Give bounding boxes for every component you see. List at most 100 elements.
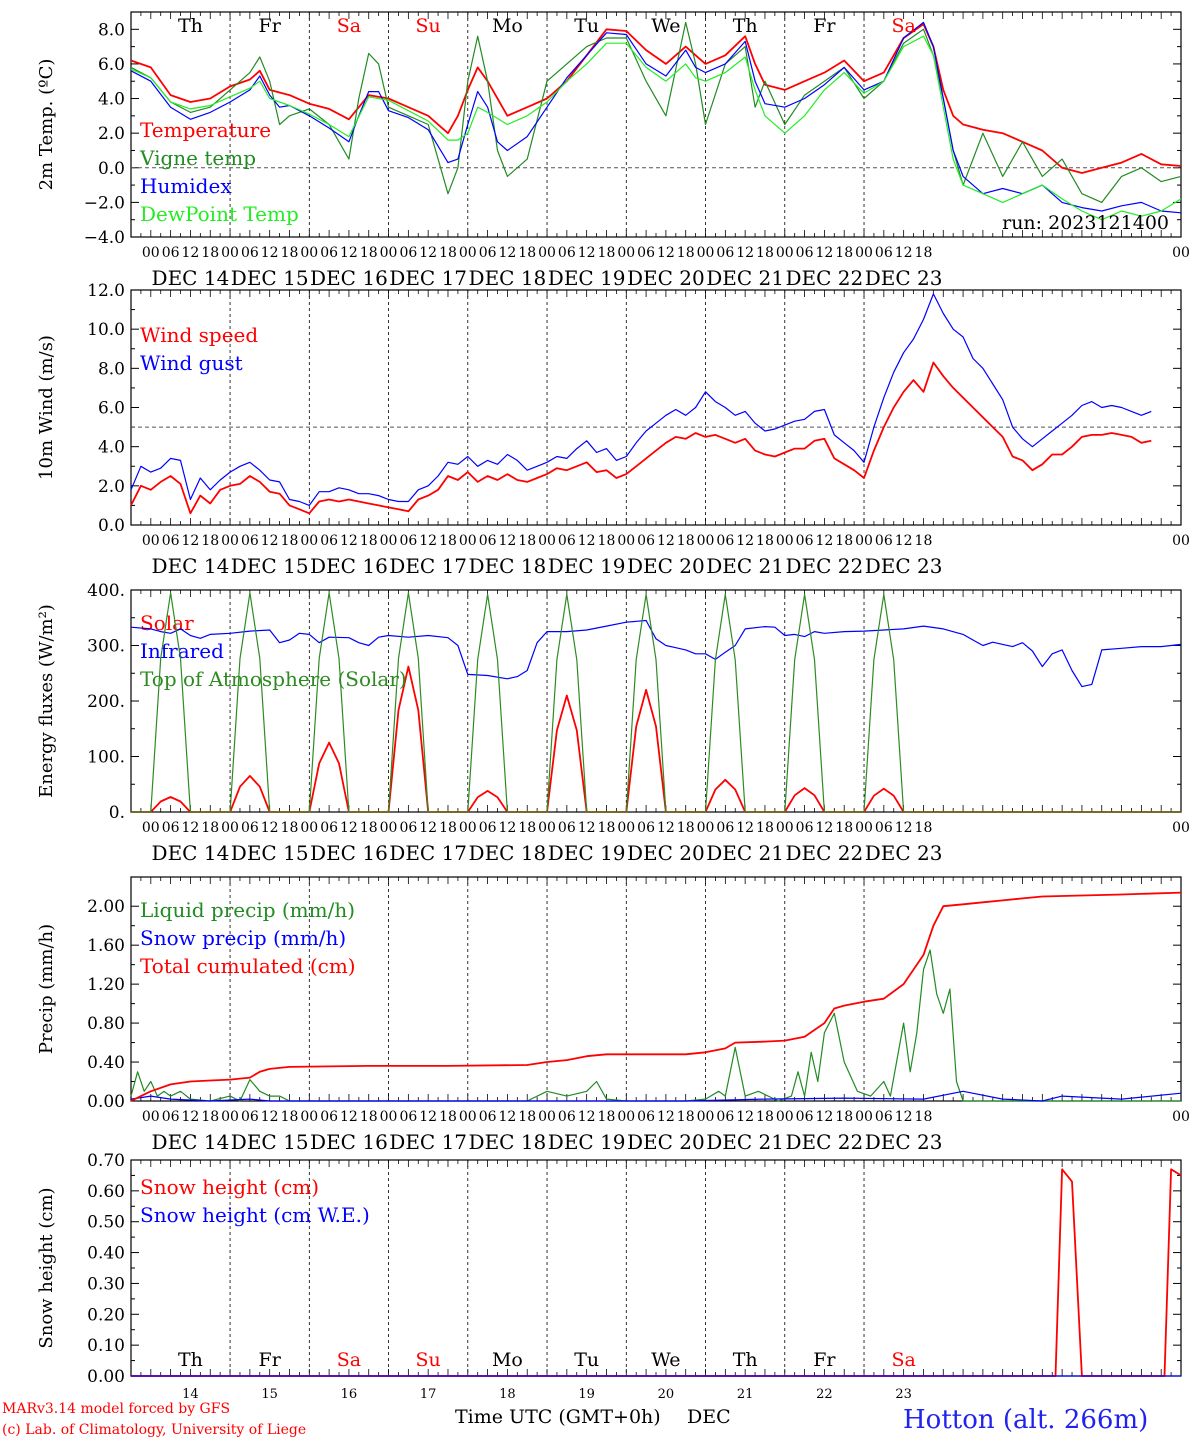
day-name: Su — [416, 1349, 441, 1371]
x-hour-label: 06 — [716, 245, 734, 261]
x-hour-label: 18 — [439, 245, 457, 261]
x-date-label: DEC 15 — [231, 266, 309, 290]
day-name: We — [651, 1349, 680, 1371]
x-hour-label: 06 — [558, 533, 576, 549]
y-tick-label: 0.80 — [87, 1014, 125, 1034]
x-hour-label: 12 — [657, 533, 675, 549]
y-tick-label: 0.60 — [87, 1182, 125, 1202]
x-date-label: DEC 22 — [786, 554, 864, 578]
day-name: Fr — [259, 1349, 282, 1371]
x-hour-label: 12 — [182, 1109, 200, 1125]
x-hour-label: 06 — [558, 820, 576, 836]
x-hour-label: 00 — [538, 533, 556, 549]
x-date-label: DEC 18 — [469, 266, 547, 290]
y-tick-label: 0.0 — [98, 159, 125, 179]
y-tick-label: 8.0 — [98, 359, 125, 379]
y-tick-label: 8.0 — [98, 20, 125, 40]
x-day-number: 21 — [737, 1387, 754, 1402]
x-hour-label: 06 — [479, 1109, 497, 1125]
x-date-label: DEC 23 — [865, 1130, 943, 1154]
x-hour-label: 18 — [281, 245, 299, 261]
y-tick-label: 0.70 — [87, 1151, 125, 1171]
x-hour-label: 06 — [558, 1109, 576, 1125]
x-hour-label: 12 — [578, 533, 596, 549]
legend-entry: Humidex — [140, 174, 232, 198]
legend-entry: Infrared — [140, 639, 224, 663]
x-hour-label: 12 — [499, 820, 517, 836]
x-date-label: DEC 16 — [310, 266, 388, 290]
x-day-number: 15 — [261, 1387, 278, 1402]
x-hour-label: 00 — [380, 245, 398, 261]
x-hour-label: 18 — [360, 245, 378, 261]
x-hour-label: 00 — [1172, 1109, 1190, 1125]
series-line — [130, 949, 1181, 1102]
x-hour-label: 00 — [617, 533, 635, 549]
x-hour-label: 12 — [815, 533, 833, 549]
y-axis-label: Energy fluxes (W/m²) — [36, 604, 57, 798]
x-hour-label: 06 — [875, 245, 893, 261]
x-date-label: DEC 14 — [152, 1130, 230, 1154]
x-date-label: DEC 15 — [231, 841, 309, 865]
legend-entry: Total cumulated (cm) — [140, 954, 356, 978]
x-date-label: DEC 20 — [627, 554, 705, 578]
y-tick-label: 200. — [87, 692, 125, 712]
x-hour-label: 00 — [776, 1109, 794, 1125]
x-hour-label: 06 — [320, 820, 338, 836]
x-hour-label: 06 — [479, 245, 497, 261]
panel-3: 0.100.200.300.400.Energy fluxes (W/m²) So… — [36, 581, 1190, 865]
x-hour-label: 18 — [281, 820, 299, 836]
x-axis-month: DEC — [687, 1406, 731, 1428]
x-hour-label: 12 — [182, 245, 200, 261]
day-name: Sa — [337, 1349, 361, 1371]
x-hour-label: 18 — [281, 1109, 299, 1125]
y-tick-label: 0. — [109, 803, 125, 823]
x-hour-label: 12 — [340, 533, 358, 549]
x-hour-label: 06 — [399, 1109, 417, 1125]
x-date-label: DEC 20 — [627, 841, 705, 865]
x-date-label: DEC 17 — [389, 1130, 467, 1154]
x-hour-label: 18 — [835, 533, 853, 549]
x-date-label: DEC 14 — [152, 841, 230, 865]
x-hour-label: 12 — [340, 245, 358, 261]
day-name: Th — [178, 15, 203, 37]
x-hour-label: 00 — [300, 1109, 318, 1125]
x-hour-label: 06 — [796, 820, 814, 836]
y-tick-label: 2.0 — [98, 124, 125, 144]
x-hour-label: 00 — [697, 1109, 715, 1125]
y-tick-label: 10.0 — [87, 320, 125, 340]
day-name: Th — [178, 1349, 203, 1371]
y-tick-label: 0.20 — [87, 1305, 125, 1325]
series-line — [130, 21, 1182, 203]
legend-entry: Liquid precip (mm/h) — [140, 898, 355, 922]
x-hour-label: 12 — [419, 245, 437, 261]
x-date-label: DEC 21 — [706, 841, 784, 865]
x-hour-label: 18 — [360, 820, 378, 836]
x-hour-label: 12 — [657, 245, 675, 261]
x-hour-label: 12 — [340, 820, 358, 836]
x-date-label: DEC 21 — [706, 266, 784, 290]
x-hour-label: 06 — [637, 1109, 655, 1125]
day-name: Tu — [574, 1349, 599, 1371]
x-hour-label: 12 — [182, 533, 200, 549]
x-hour-label: 00 — [855, 1109, 873, 1125]
series-line — [131, 592, 1181, 813]
x-day-number: 16 — [341, 1387, 358, 1402]
x-hour-label: 00 — [459, 533, 477, 549]
x-hour-label: 18 — [598, 1109, 616, 1125]
series-line — [130, 293, 1152, 506]
x-hour-label: 18 — [598, 533, 616, 549]
x-hour-label: 06 — [241, 245, 259, 261]
x-hour-label: 06 — [875, 533, 893, 549]
x-date-label: DEC 19 — [548, 841, 626, 865]
x-hour-label: 12 — [815, 1109, 833, 1125]
x-date-label: DEC 19 — [548, 266, 626, 290]
x-hour-label: 06 — [875, 1109, 893, 1125]
x-hour-label: 06 — [241, 533, 259, 549]
x-hour-label: 12 — [499, 533, 517, 549]
x-hour-label: 00 — [538, 820, 556, 836]
y-tick-label: 2.0 — [98, 477, 125, 497]
x-hour-label: 00 — [380, 820, 398, 836]
y-tick-label: 2.00 — [87, 897, 125, 917]
x-hour-label: 06 — [479, 533, 497, 549]
x-hour-label: 18 — [677, 1109, 695, 1125]
